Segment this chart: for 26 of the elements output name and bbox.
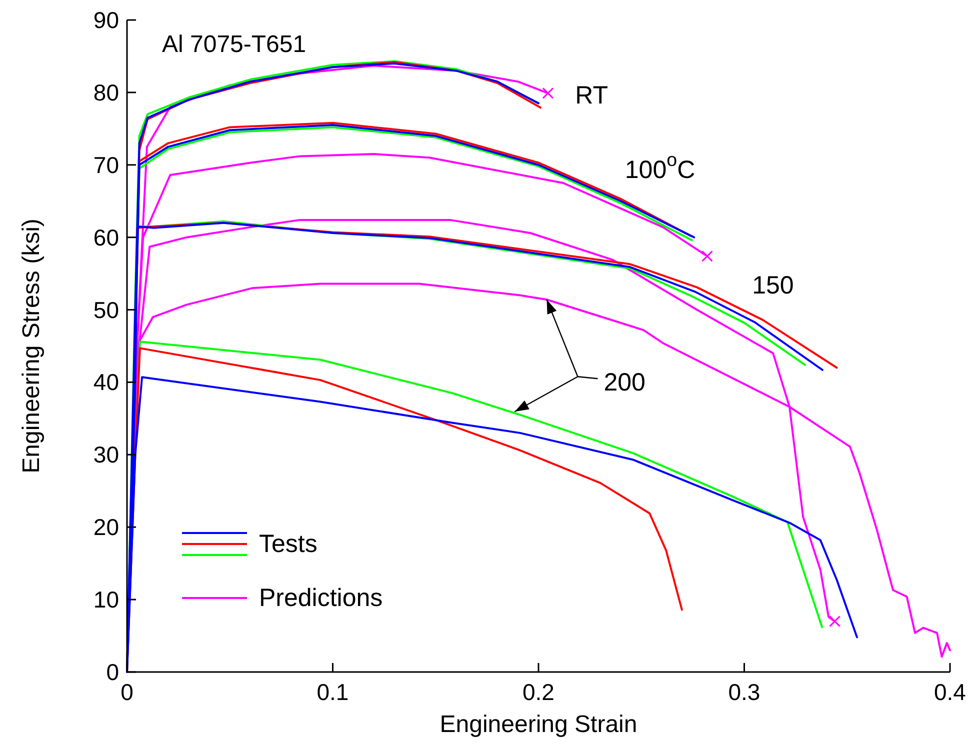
x-tick-label: 0.1 xyxy=(316,679,349,705)
y-tick-label: 0 xyxy=(106,659,119,685)
legend-label: Predictions xyxy=(259,584,383,612)
annotation: RT xyxy=(575,82,608,110)
annotation: 100$^{o}$C xyxy=(624,148,696,184)
point xyxy=(829,616,841,628)
y-tick-label: 50 xyxy=(93,296,119,323)
y-tick-label: 80 xyxy=(93,79,119,106)
y-tick-label: 40 xyxy=(93,369,119,396)
x-tick-label: 0.3 xyxy=(728,679,760,705)
x-tick-label: 0.2 xyxy=(522,679,554,705)
annotation: 150 xyxy=(752,271,794,300)
legend-label: Tests xyxy=(259,530,318,558)
y-tick-label: 30 xyxy=(93,442,119,468)
point xyxy=(701,250,713,262)
text: Al 7075-T651 xyxy=(162,31,306,58)
y-tick-label: 20 xyxy=(93,514,119,540)
y-tick-label: 70 xyxy=(93,152,119,178)
x-axis-title: Engineering Strain xyxy=(440,711,638,738)
y-tick-label: 90 xyxy=(93,7,119,33)
annotation: 200 xyxy=(604,368,646,397)
y-tick-label: 60 xyxy=(93,224,119,250)
x-tick-label: 0.4 xyxy=(934,679,966,705)
y-tick-label: 10 xyxy=(93,586,119,613)
y-axis-title: Engineering Stress (ksi) xyxy=(18,218,45,474)
point xyxy=(542,87,554,99)
